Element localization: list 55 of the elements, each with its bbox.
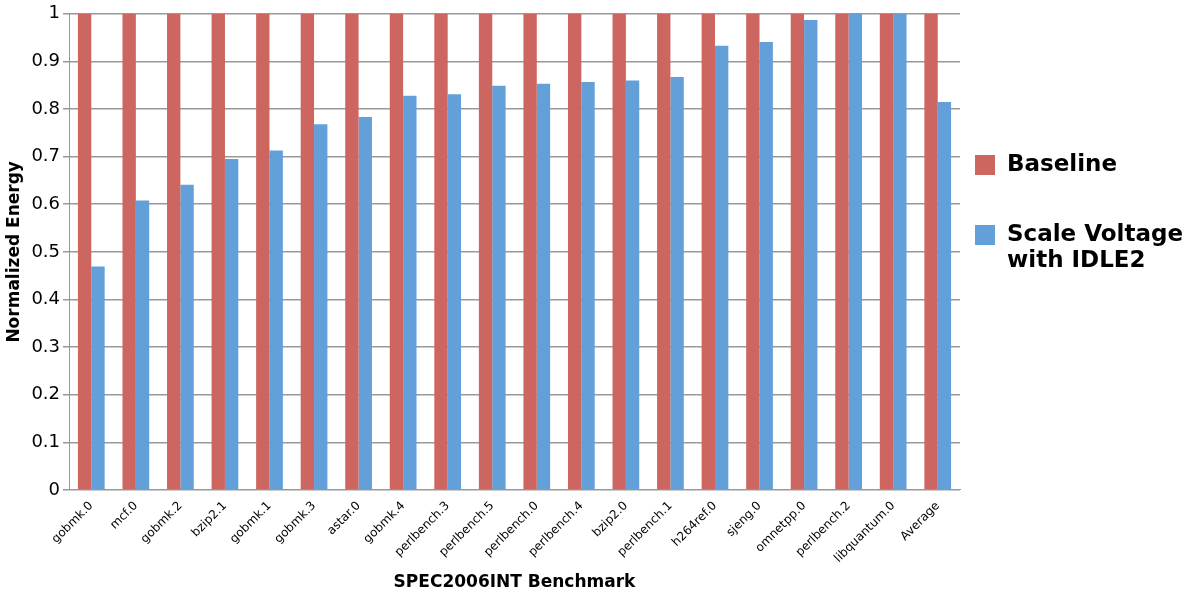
y-tick-label: 0.6 — [31, 191, 61, 213]
y-axis-title: Normalized Energy — [2, 161, 23, 343]
bar — [581, 81, 595, 490]
bar — [180, 184, 194, 490]
y-tick-label: 0.4 — [31, 287, 61, 309]
bar — [389, 13, 404, 490]
bar — [701, 13, 715, 490]
bar — [224, 159, 239, 490]
bar — [269, 150, 283, 490]
bar — [657, 13, 671, 490]
bar — [77, 13, 92, 490]
bar — [167, 13, 181, 490]
y-tick-label: 0.9 — [31, 49, 61, 71]
y-tick-label: 0.1 — [31, 429, 61, 451]
bar — [256, 13, 270, 490]
bar — [492, 85, 506, 490]
bar — [567, 13, 582, 490]
x-axis-title: SPEC2006INT Benchmark — [393, 571, 637, 592]
y-tick-label: 0.5 — [31, 239, 61, 261]
bar — [434, 13, 448, 490]
bar — [670, 77, 684, 490]
bar — [790, 13, 805, 490]
legend-label: Baseline — [1007, 150, 1118, 176]
bar — [759, 41, 773, 490]
y-tick-label: 0 — [48, 477, 61, 499]
bar — [122, 13, 136, 490]
bar — [403, 95, 417, 490]
bar — [300, 13, 315, 490]
bar — [848, 13, 862, 490]
bar — [835, 13, 849, 490]
bar — [314, 124, 328, 490]
bar — [879, 13, 894, 490]
bar — [625, 80, 640, 490]
y-tick-label: 0.2 — [31, 382, 61, 404]
bar — [358, 117, 372, 490]
bar — [345, 13, 359, 490]
bar — [612, 13, 626, 490]
y-tick-label: 1 — [48, 1, 61, 23]
y-tick-label: 0.3 — [31, 334, 61, 356]
bar — [91, 266, 105, 490]
bar — [447, 94, 462, 490]
bar — [893, 13, 907, 490]
bar — [536, 83, 551, 490]
bar — [804, 19, 818, 490]
bar — [746, 13, 760, 490]
bar — [478, 13, 493, 490]
bar — [937, 101, 952, 490]
bar — [523, 13, 537, 490]
legend-label: Scale Voltage with IDLE2 — [1007, 220, 1184, 272]
bar — [924, 13, 938, 490]
y-tick-label: 0.7 — [31, 144, 61, 166]
bar — [211, 13, 225, 490]
bar — [714, 45, 729, 490]
y-tick-label: 0.8 — [31, 96, 61, 118]
bar — [135, 200, 150, 490]
